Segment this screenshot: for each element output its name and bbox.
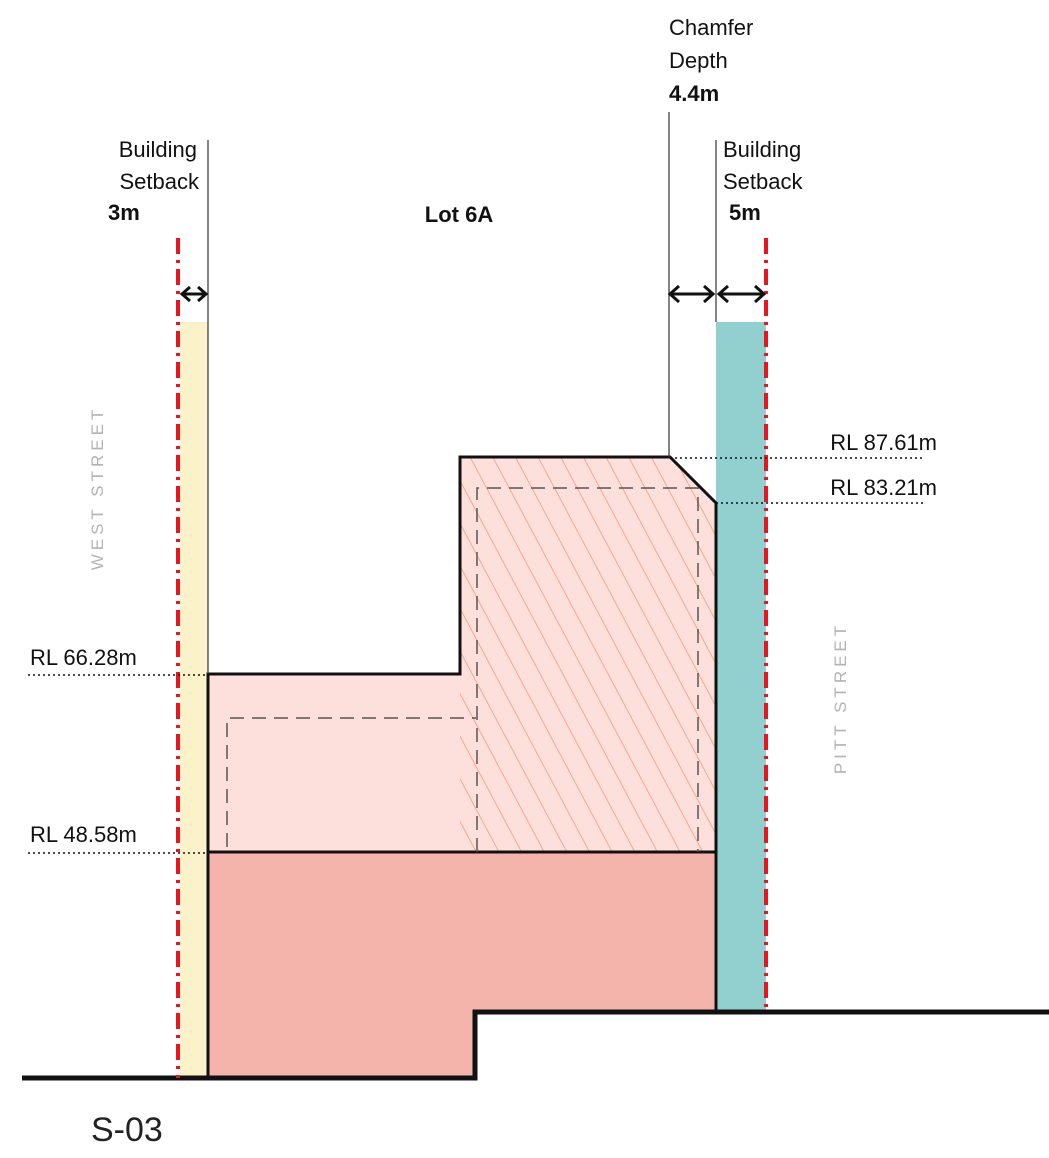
podium-mass — [208, 852, 716, 1078]
west-setback-label-line2: Setback — [120, 169, 200, 194]
hatched-tower-zone — [460, 457, 716, 852]
west-setback-label-line1: Building — [119, 137, 197, 162]
east-setback-value: 5m — [729, 200, 761, 225]
east-setback-dimension-arrow — [716, 284, 767, 304]
ground-line — [22, 1009, 1049, 1081]
pitt-street-label: PITT STREET — [831, 622, 850, 774]
level-label-48-58: RL 48.58m — [30, 822, 137, 847]
chamfer-label-line1: Chamfer — [669, 15, 753, 40]
east-setback-strip — [716, 322, 766, 1010]
west-setback-value: 3m — [108, 200, 140, 225]
west-setback-dimension-arrow — [179, 285, 209, 303]
lot-label: Lot 6A — [425, 202, 494, 227]
lower-envelope-dashed — [226, 717, 476, 847]
level-label-87-61: RL 87.61m — [830, 430, 937, 455]
east-setback-label-line1: Building — [723, 137, 801, 162]
section-id: S-03 — [91, 1111, 163, 1149]
east-setback-label-line2: Setback — [723, 169, 803, 194]
chamfer-dimension-arrow — [667, 284, 716, 304]
level-label-83-21: RL 83.21m — [830, 475, 937, 500]
chamfer-value: 4.4m — [669, 81, 719, 106]
west-street-label: WEST STREET — [88, 406, 107, 571]
upper-envelope-dashed — [476, 487, 699, 852]
chamfer-label-line2: Depth — [669, 48, 728, 73]
level-label-66-28: RL 66.28m — [30, 645, 137, 670]
west-setback-strip — [180, 322, 208, 1078]
